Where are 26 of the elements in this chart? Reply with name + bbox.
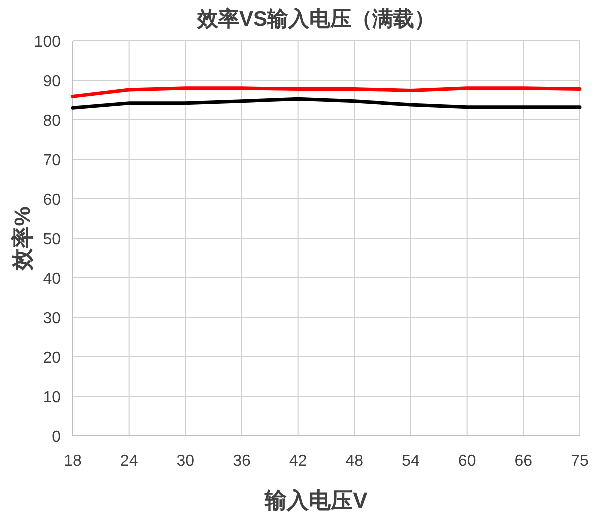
y-tick-label: 60 <box>43 192 62 209</box>
y-tick-label: 100 <box>34 34 62 51</box>
x-tick-label: 66 <box>514 453 533 470</box>
line-series <box>71 97 582 110</box>
y-tick-label: 30 <box>43 310 62 328</box>
chart-title: 效率VS输入电压（满载） <box>196 7 436 31</box>
y-tick-label: 50 <box>43 232 62 248</box>
x-tick-label: 24 <box>120 453 138 470</box>
x-tick-label: 75 <box>571 453 589 470</box>
y-tick-label: 0 <box>52 429 62 446</box>
x-tick-label: 54 <box>402 453 420 470</box>
x-axis-title: 输入电压V <box>264 488 368 513</box>
y-axis-title: 效率% <box>10 206 35 272</box>
y-tick-label: 90 <box>43 74 62 90</box>
y-tick-label: 20 <box>43 350 62 367</box>
x-tick-label: 48 <box>346 453 364 470</box>
y-tick-label: 10 <box>43 390 62 406</box>
x-tick-label: 42 <box>289 453 308 470</box>
x-tick-label: 18 <box>64 453 82 470</box>
x-tick-label: 30 <box>176 453 195 470</box>
y-tick-label: 80 <box>43 113 62 130</box>
y-tick-label: 70 <box>43 152 62 170</box>
line-series <box>71 86 582 98</box>
x-tick-label: 60 <box>458 453 476 470</box>
x-tick-label: 36 <box>233 453 251 470</box>
y-tick-label: 40 <box>43 271 62 288</box>
